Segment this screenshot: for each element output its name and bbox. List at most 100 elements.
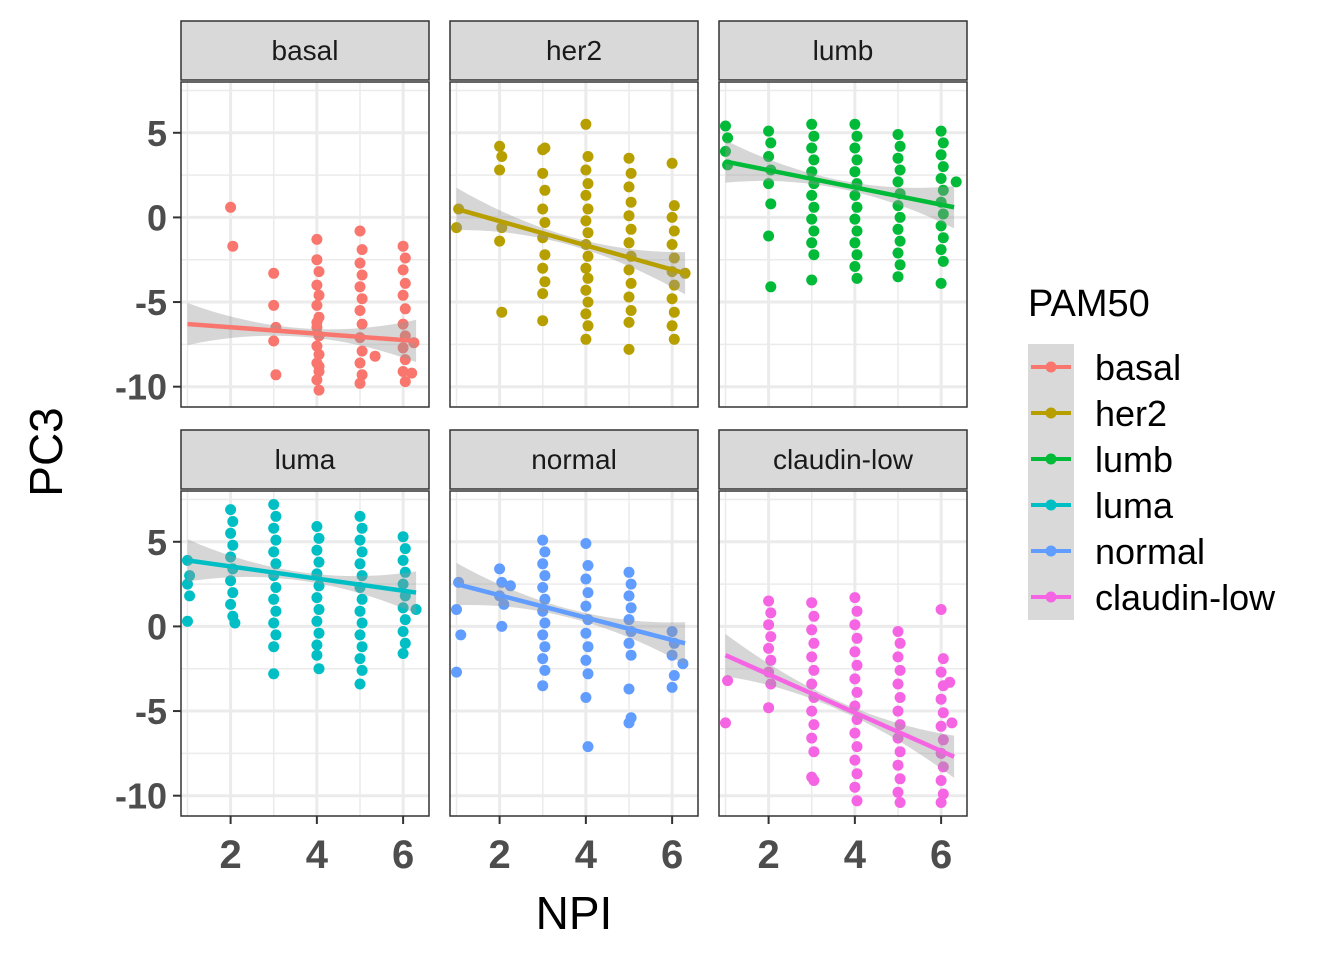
y-tick-label: 0 <box>147 606 167 647</box>
data-point <box>851 659 863 671</box>
data-point <box>311 316 323 328</box>
data-point <box>539 570 551 582</box>
data-point <box>935 277 947 289</box>
data-point <box>935 693 947 705</box>
legend-key-point <box>1045 407 1057 419</box>
legend-item-lumb: lumb <box>1028 436 1173 482</box>
data-point <box>580 189 592 201</box>
data-point <box>399 252 411 264</box>
data-point <box>399 614 411 626</box>
panels-layer: basal her2 lumb luma normal claudin-low <box>180 20 968 817</box>
fit-line-claudin-low <box>724 653 955 759</box>
data-point <box>227 539 239 551</box>
data-point <box>851 686 863 698</box>
data-point <box>582 587 594 599</box>
legend-key-point <box>1045 545 1057 557</box>
panel-background <box>181 491 429 816</box>
data-point <box>313 532 325 544</box>
panel-background <box>181 82 429 407</box>
data-point <box>455 629 467 641</box>
data-point <box>356 522 368 534</box>
data-point <box>268 617 280 629</box>
data-point <box>580 692 592 703</box>
data-point <box>582 320 594 332</box>
data-point <box>268 335 280 347</box>
data-point <box>937 761 949 773</box>
data-point <box>623 152 635 164</box>
panel-lumb: lumb <box>718 20 968 408</box>
data-point <box>580 627 592 639</box>
data-point <box>268 641 280 653</box>
strip-lumb <box>718 20 968 81</box>
data-point <box>806 213 818 225</box>
data-point <box>582 250 594 262</box>
data-point <box>935 720 947 732</box>
axes-layer: 5 0 -5 -10 5 0 -5 -10 2 4 6 2 4 6 2 4 6 <box>115 113 952 877</box>
data-point <box>625 305 637 316</box>
data-point <box>268 267 280 279</box>
data-point <box>580 308 592 320</box>
data-point <box>623 590 635 602</box>
strip-normal <box>449 429 699 490</box>
data-point <box>397 578 409 590</box>
strip-her2 <box>449 20 699 81</box>
x-tick-label: 6 <box>661 833 683 877</box>
data-point <box>580 333 592 345</box>
data-point <box>410 604 422 615</box>
data-point <box>539 641 551 653</box>
data-point <box>313 627 325 639</box>
data-point <box>225 575 237 587</box>
legend-keys: basal her2 lumb luma normal claudin-low <box>1028 344 1276 620</box>
data-point <box>851 201 863 213</box>
data-point <box>806 678 818 690</box>
data-point <box>225 201 237 213</box>
data-point <box>808 225 820 237</box>
data-point <box>539 184 551 196</box>
data-point <box>892 200 904 212</box>
data-point <box>935 775 947 786</box>
data-point <box>397 554 409 566</box>
data-point <box>935 666 947 678</box>
data-point <box>354 678 366 690</box>
data-point <box>397 342 409 354</box>
data-point <box>582 296 594 308</box>
legend-item-claudin-low: claudin-low <box>1028 574 1276 620</box>
data-point <box>399 354 411 366</box>
data-point <box>666 157 678 169</box>
data-point <box>935 244 947 256</box>
data-point <box>354 510 366 522</box>
data-point <box>311 639 323 651</box>
strip-label-claudin-low: claudin-low <box>773 444 914 475</box>
legend-label: basal <box>1095 347 1181 388</box>
data-point <box>944 676 956 688</box>
data-point <box>808 637 820 649</box>
data-point <box>851 741 863 753</box>
data-point <box>182 615 193 627</box>
data-point <box>765 281 777 293</box>
data-point <box>311 521 323 532</box>
data-point <box>496 306 508 318</box>
data-point <box>356 546 368 558</box>
data-point <box>354 558 366 570</box>
data-point <box>946 717 958 729</box>
strip-label-basal: basal <box>272 35 339 66</box>
data-point <box>537 582 549 593</box>
panel-border <box>449 81 699 408</box>
data-point <box>356 617 368 629</box>
data-point <box>765 137 777 149</box>
data-point <box>582 203 594 215</box>
data-point <box>722 675 734 687</box>
data-point <box>311 592 323 604</box>
data-point <box>311 340 323 352</box>
data-point <box>354 629 366 641</box>
data-point <box>625 277 637 289</box>
data-point <box>763 125 775 137</box>
data-point <box>849 237 861 249</box>
data-point <box>851 249 863 261</box>
data-point <box>623 566 635 578</box>
data-point <box>892 759 904 771</box>
data-point <box>184 570 196 582</box>
fit-line-luma <box>187 558 417 595</box>
data-point <box>849 619 861 631</box>
